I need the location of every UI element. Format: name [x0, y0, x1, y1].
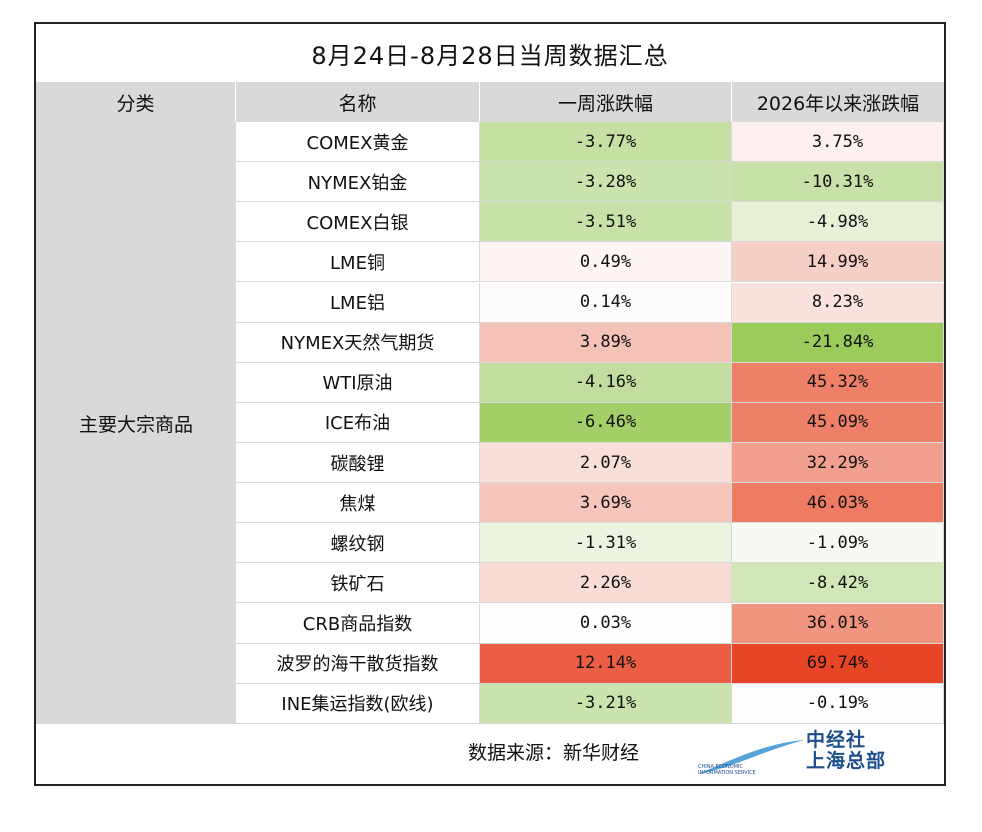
- ytd-change-value: -8.42%: [732, 563, 944, 604]
- header-week-change: 一周涨跌幅: [480, 82, 732, 122]
- week-change-value: -3.51%: [480, 202, 732, 243]
- ytd-change-value: 45.32%: [732, 362, 944, 403]
- ytd-change-value: -21.84%: [732, 322, 944, 363]
- summary-table: 8月24日-8月28日当周数据汇总 分类 名称 一周涨跌幅 2026年以来涨跌幅…: [34, 22, 946, 786]
- ytd-change-value: -10.31%: [732, 162, 944, 203]
- ytd-change-value: 46.03%: [732, 483, 944, 524]
- week-change-value: 0.03%: [480, 603, 732, 644]
- commodity-name: NYMEX铂金: [236, 162, 480, 203]
- footer: 数据来源：新华财经 CHINA ECONOMIC INFORMATION SER…: [36, 724, 944, 784]
- header-name: 名称: [236, 82, 480, 122]
- commodity-name: 波罗的海干散货指数: [236, 643, 480, 684]
- data-source: 数据来源：新华财经: [468, 742, 640, 764]
- commodity-name: COMEX白银: [236, 202, 480, 243]
- ceis-logo: CHINA ECONOMIC INFORMATION SERVICE 中经社 上…: [696, 730, 936, 780]
- logo-chinese: 中经社 上海总部: [806, 729, 887, 772]
- ytd-change-value: -4.98%: [732, 202, 944, 243]
- ytd-change-value: 45.09%: [732, 402, 944, 443]
- commodity-name: WTI原油: [236, 362, 480, 403]
- commodity-name: ICE布油: [236, 402, 480, 443]
- week-change-value: -3.21%: [480, 683, 732, 724]
- commodity-name: 螺纹钢: [236, 523, 480, 564]
- ytd-change-value: 69.74%: [732, 643, 944, 684]
- week-change-value: 0.14%: [480, 282, 732, 323]
- commodity-name: NYMEX天然气期货: [236, 322, 480, 363]
- ytd-change-value: 32.29%: [732, 443, 944, 484]
- week-change-value: -4.16%: [480, 362, 732, 403]
- commodity-name: LME铝: [236, 282, 480, 323]
- table-title: 8月24日-8月28日当周数据汇总: [311, 41, 669, 70]
- swoosh-logo-icon: [698, 740, 804, 774]
- ytd-change-value: 36.01%: [732, 603, 944, 644]
- ytd-change-value: 8.23%: [732, 282, 944, 323]
- ytd-change-value: 3.75%: [732, 122, 944, 162]
- commodity-name: 铁矿石: [236, 563, 480, 604]
- logo-english: CHINA ECONOMIC INFORMATION SERVICE: [698, 764, 756, 776]
- week-change-value: -6.46%: [480, 402, 732, 443]
- commodity-name: 焦煤: [236, 483, 480, 524]
- category-cell: 主要大宗商品: [36, 122, 236, 724]
- ytd-change-value: -1.09%: [732, 523, 944, 564]
- header-category: 分类: [36, 82, 236, 122]
- week-change-value: 3.89%: [480, 322, 732, 363]
- week-change-value: 2.07%: [480, 443, 732, 484]
- week-change-value: -3.28%: [480, 162, 732, 203]
- commodity-name: LME铜: [236, 242, 480, 283]
- week-change-value: 12.14%: [480, 643, 732, 684]
- week-change-value: 3.69%: [480, 483, 732, 524]
- commodity-name: INE集运指数(欧线): [236, 683, 480, 724]
- commodity-name: CRB商品指数: [236, 603, 480, 644]
- commodity-name: COMEX黄金: [236, 122, 480, 162]
- ytd-change-value: 14.99%: [732, 242, 944, 283]
- week-change-value: -3.77%: [480, 122, 732, 162]
- week-change-value: 2.26%: [480, 563, 732, 604]
- ytd-change-value: -0.19%: [732, 683, 944, 724]
- commodity-name: 碳酸锂: [236, 443, 480, 484]
- header-ytd-change: 2026年以来涨跌幅: [732, 82, 944, 122]
- week-change-value: 0.49%: [480, 242, 732, 283]
- week-change-value: -1.31%: [480, 523, 732, 564]
